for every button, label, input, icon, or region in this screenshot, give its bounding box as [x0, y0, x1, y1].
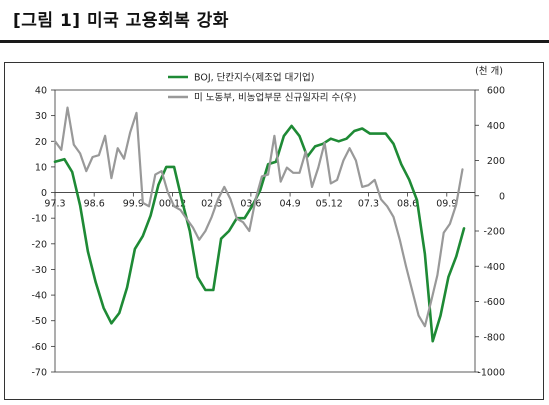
- left-axis-tick-label: -40: [31, 291, 47, 302]
- series-line-nonfarm-payrolls: [53, 106, 464, 328]
- right-axis-tick-label: 400: [487, 121, 505, 132]
- x-axis-tick-label: 98.6: [84, 199, 105, 210]
- x-axis-tick-label: 05.12: [316, 199, 343, 210]
- right-axis-tick-label: -800: [483, 332, 505, 343]
- plot-area-border: [54, 89, 476, 373]
- left-axis-tick-label: 0: [41, 188, 47, 199]
- right-axis-tick-label: 0: [499, 191, 505, 202]
- left-axis-tick-label: -20: [31, 239, 47, 250]
- x-axis-tick-label: 02.3: [201, 199, 222, 210]
- left-axis-tick-label: 20: [35, 137, 47, 148]
- x-axis-tick-label: 99.9: [123, 199, 144, 210]
- x-axis-tick-label: 04.9: [279, 199, 300, 210]
- legend-label: 미 노동부, 비농업부문 신규일자리 수(우): [194, 92, 356, 104]
- left-axis-tick-label: 10: [35, 162, 47, 173]
- right-axis-tick-label: 200: [487, 156, 505, 167]
- x-axis-tick-label: 08.6: [397, 199, 418, 210]
- right-axis-tick-label: -400: [483, 262, 505, 273]
- left-axis-tick-label: -30: [31, 265, 47, 276]
- right-axis-tick-label: -600: [483, 297, 505, 308]
- right-axis-tick-label: -1000: [477, 368, 505, 379]
- left-axis-tick-label: -10: [31, 214, 47, 225]
- x-axis-tick-label: 97.3: [44, 199, 65, 210]
- right-axis-tick-label: 600: [487, 86, 505, 97]
- left-axis-tick-label: -70: [31, 368, 47, 379]
- left-axis-tick-label: -50: [31, 316, 47, 327]
- left-axis-tick-label: 30: [35, 111, 47, 122]
- title-underline: [0, 40, 549, 43]
- x-axis-tick-label: 09.9: [436, 199, 457, 210]
- figure-title: [그림 1] 미국 고용회복 강화: [13, 11, 229, 31]
- series-line-boj-tankan: [53, 124, 466, 343]
- left-axis-tick-label: -60: [31, 342, 47, 353]
- x-axis-tick-label: 07.3: [358, 199, 379, 210]
- right-axis-tick-label: -200: [483, 227, 505, 238]
- left-axis-tick-label: 40: [35, 86, 47, 97]
- right-axis-unit: (천 개): [475, 66, 503, 77]
- chart-frame: [4, 62, 544, 400]
- legend-label: BOJ, 단칸지수(제조업 대기업): [194, 72, 315, 84]
- x-axis-tick-label: 03.6: [240, 199, 261, 210]
